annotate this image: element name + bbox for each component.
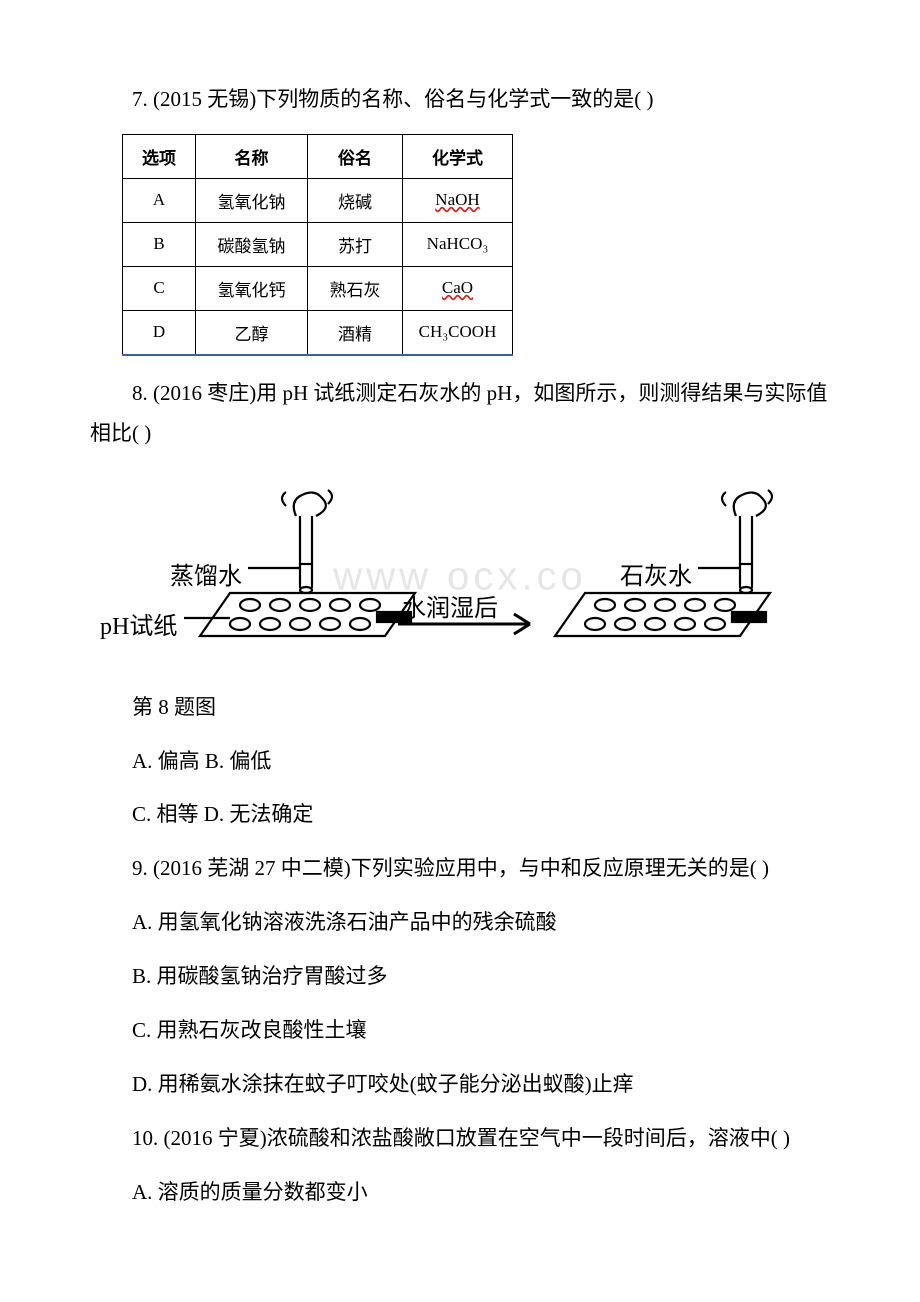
q8-stem: 8. (2016 枣庄)用 pH 试纸测定石灰水的 pH，如图所示，则测得结果与… [90, 374, 830, 454]
th-common-name: 俗名 [308, 134, 403, 178]
cell-formula: NaHCO₃ [403, 222, 513, 266]
cell-name: 氢氧化钙 [196, 266, 308, 310]
table-row: B 碳酸氢钠 苏打 NaHCO₃ [123, 222, 513, 266]
q9-option-c: C. 用熟石灰改良酸性土壤 [90, 1011, 830, 1051]
table-row: C 氢氧化钙 熟石灰 CaO [123, 266, 513, 310]
q9-stem-text: 9. (2016 芜湖 27 中二模)下列实验应用中，与中和反应原理无关的是( … [132, 856, 769, 880]
formula-text: NaOH [435, 190, 479, 209]
th-option: 选项 [123, 134, 196, 178]
cell-option: D [123, 310, 196, 355]
document-page: 7. (2015 无锡)下列物质的名称、俗名与化学式一致的是( ) 选项 名称 … [0, 0, 920, 1287]
cell-common: 烧碱 [308, 178, 403, 222]
q8-stem-text: 8. (2016 枣庄)用 pH 试纸测定石灰水的 pH，如图所示，则测得结果与… [90, 381, 827, 445]
q10-option-a: A. 溶质的质量分数都变小 [90, 1173, 830, 1213]
table-row: A 氢氧化钠 烧碱 NaOH [123, 178, 513, 222]
th-name: 名称 [196, 134, 308, 178]
q8-diagram-wrap: www ocx.co 蒸馏水 pH试纸 水润湿后 石灰水 [90, 468, 830, 678]
cell-common: 酒精 [308, 310, 403, 355]
cell-name: 乙醇 [196, 310, 308, 355]
q8-options-line2: C. 相等 D. 无法确定 [90, 795, 830, 835]
table-header-row: 选项 名称 俗名 化学式 [123, 134, 513, 178]
th-formula: 化学式 [403, 134, 513, 178]
q8-diagram: www ocx.co 蒸馏水 pH试纸 水润湿后 石灰水 [100, 468, 820, 678]
q10-stem-text: 10. (2016 宁夏)浓硫酸和浓盐酸敞口放置在空气中一段时间后，溶液中( ) [132, 1126, 790, 1150]
cell-common: 苏打 [308, 222, 403, 266]
cell-name: 碳酸氢钠 [196, 222, 308, 266]
q9-option-a: A. 用氢氧化钠溶液洗涤石油产品中的残余硫酸 [90, 903, 830, 943]
cell-formula: NaOH [403, 178, 513, 222]
cell-common: 熟石灰 [308, 266, 403, 310]
q10-stem: 10. (2016 宁夏)浓硫酸和浓盐酸敞口放置在空气中一段时间后，溶液中( ) [90, 1119, 830, 1159]
q7-stem: 7. (2015 无锡)下列物质的名称、俗名与化学式一致的是( ) [90, 80, 830, 120]
q7-table-wrap: 选项 名称 俗名 化学式 A 氢氧化钠 烧碱 NaOH B 碳酸氢钠 苏打 Na… [90, 134, 830, 356]
cell-formula: CH₃COOH [403, 310, 513, 355]
q7-table: 选项 名称 俗名 化学式 A 氢氧化钠 烧碱 NaOH B 碳酸氢钠 苏打 Na… [122, 134, 513, 356]
q8-svg [100, 468, 820, 678]
cell-option: C [123, 266, 196, 310]
cell-option: B [123, 222, 196, 266]
formula-text: CH₃COOH [419, 322, 497, 341]
q8-options-line1: A. 偏高 B. 偏低 [90, 742, 830, 782]
q9-option-b: B. 用碳酸氢钠治疗胃酸过多 [90, 957, 830, 997]
q9-stem: 9. (2016 芜湖 27 中二模)下列实验应用中，与中和反应原理无关的是( … [90, 849, 830, 889]
formula-text: NaHCO₃ [427, 234, 489, 253]
q8-caption: 第 8 题图 [90, 688, 830, 728]
table-row: D 乙醇 酒精 CH₃COOH [123, 310, 513, 355]
cell-option: A [123, 178, 196, 222]
formula-text: CaO [442, 278, 473, 297]
cell-formula: CaO [403, 266, 513, 310]
q9-option-d: D. 用稀氨水涂抹在蚊子叮咬处(蚊子能分泌出蚁酸)止痒 [90, 1065, 830, 1105]
cell-name: 氢氧化钠 [196, 178, 308, 222]
